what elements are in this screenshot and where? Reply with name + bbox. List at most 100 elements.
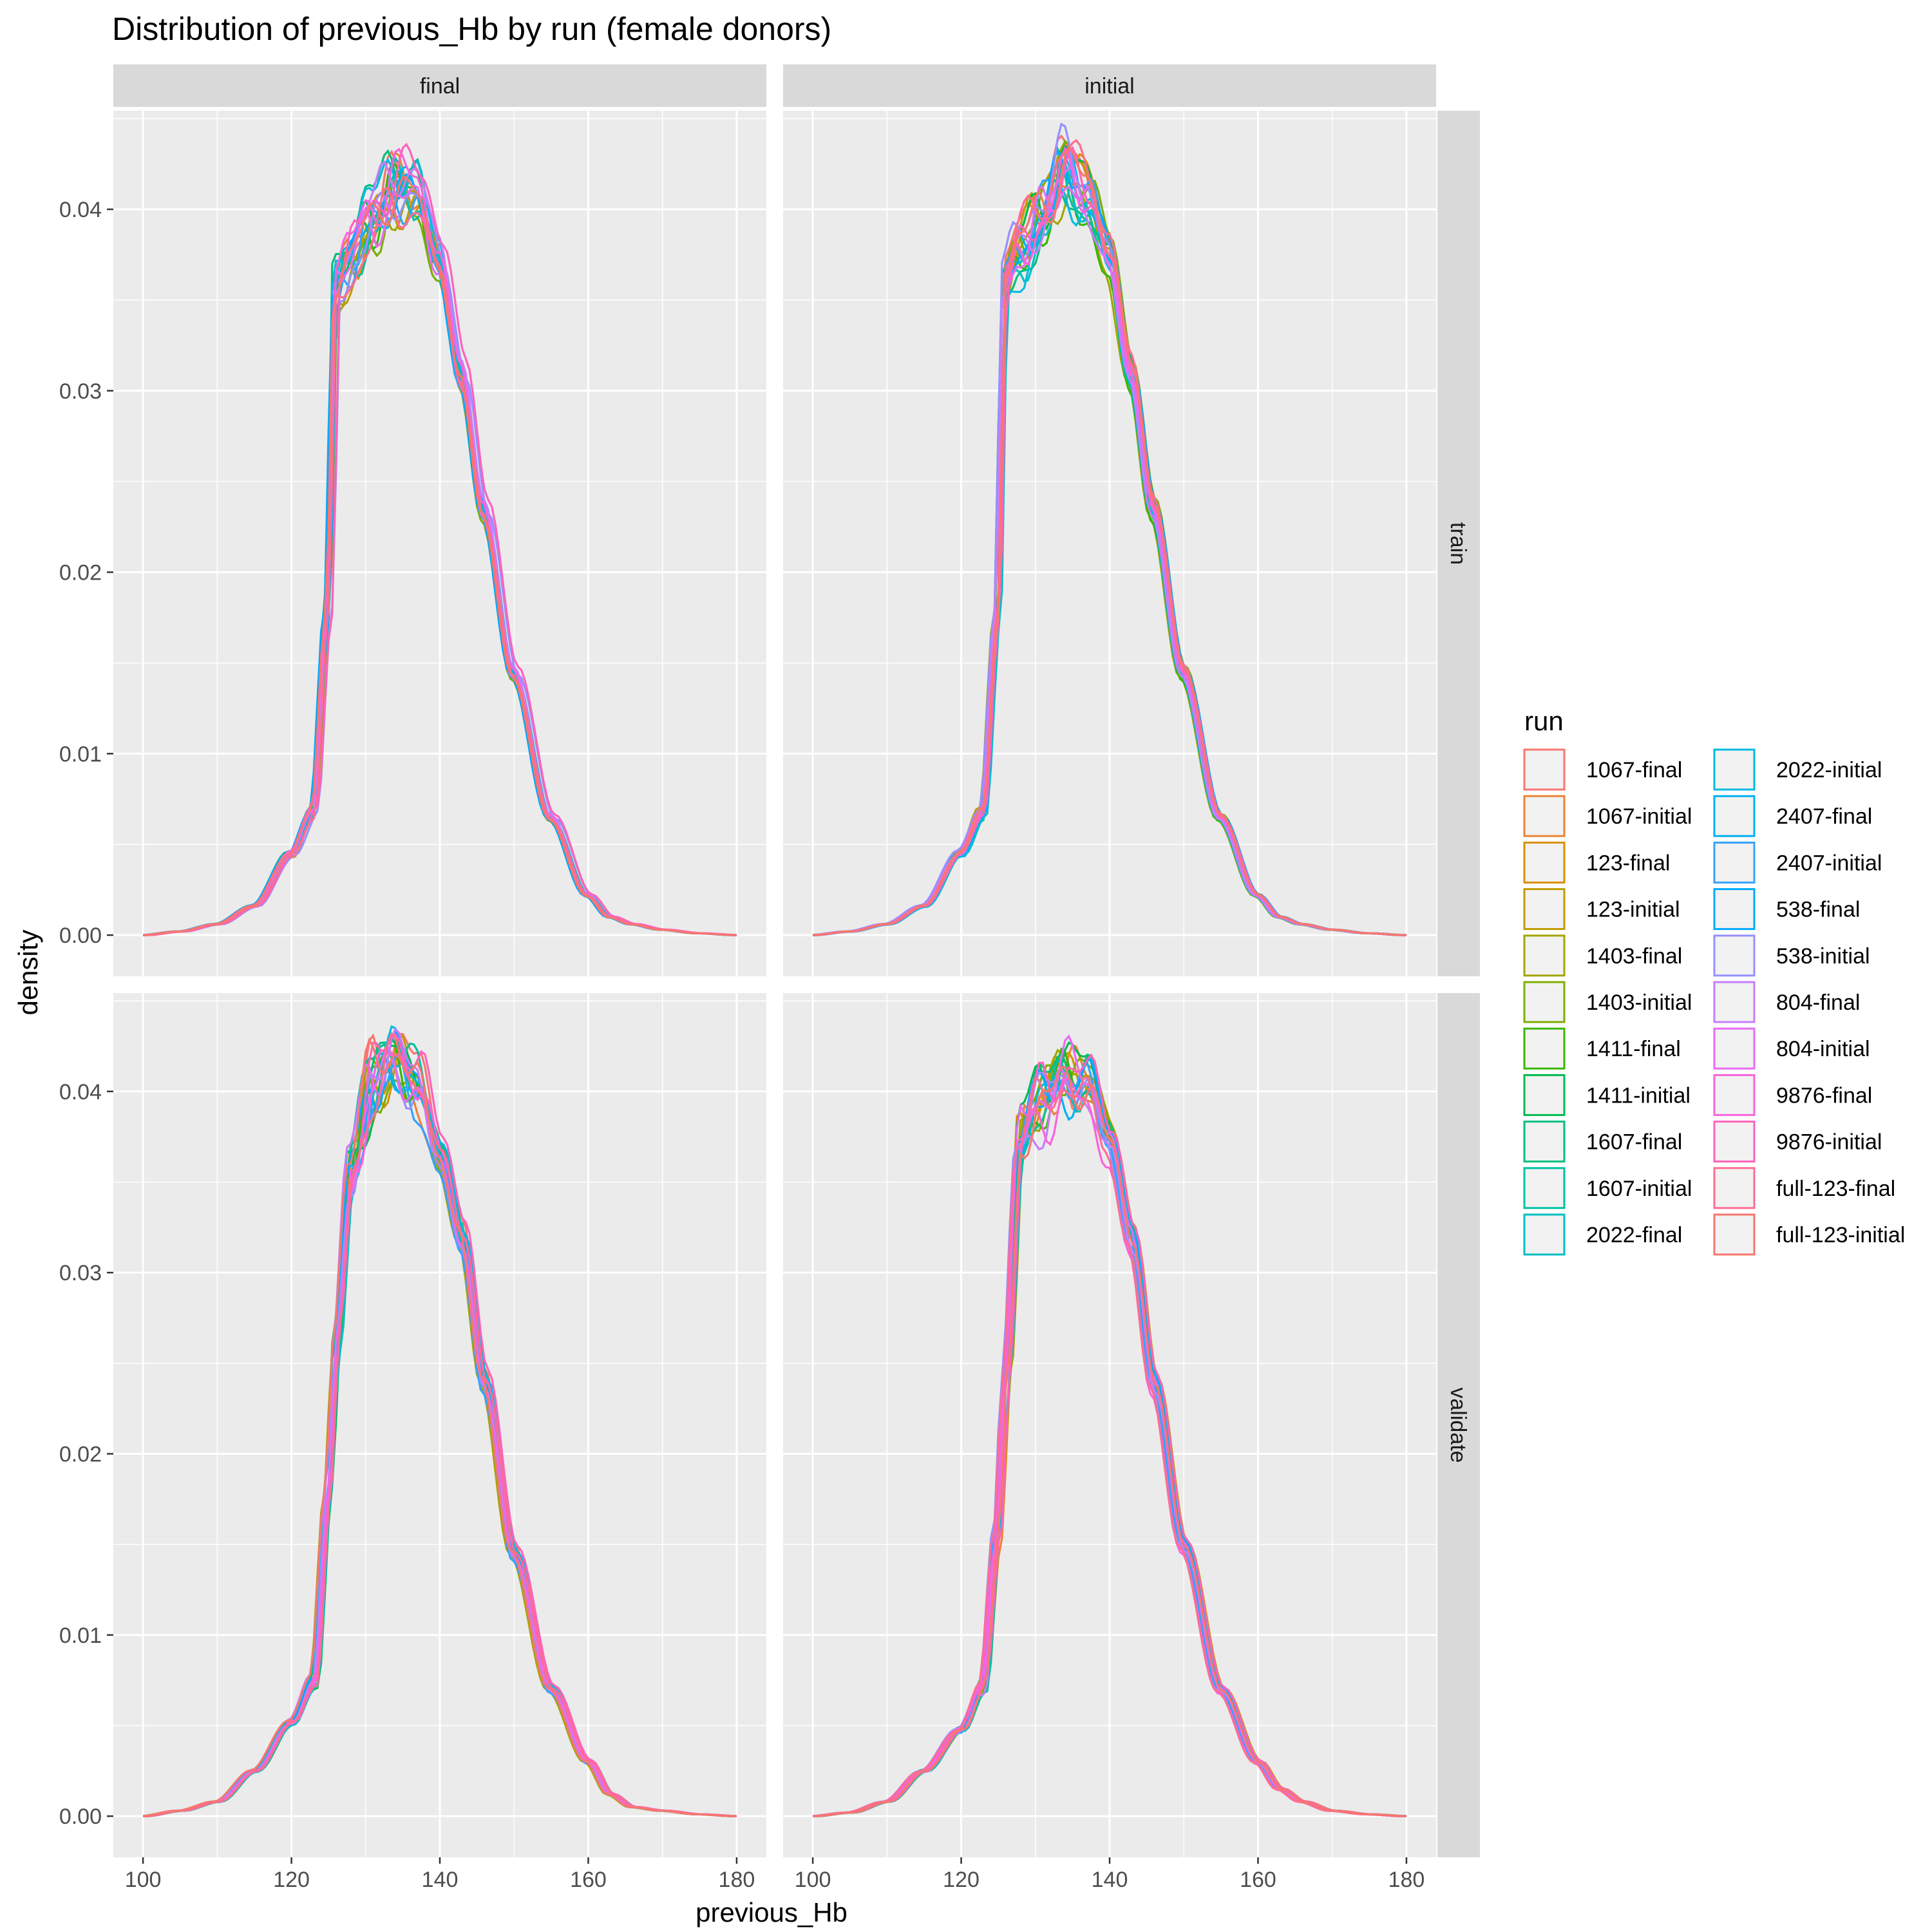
panel-final-validate <box>113 993 766 1857</box>
legend-label: 1607-final <box>1586 1130 1682 1155</box>
legend-key <box>1713 748 1756 791</box>
x-axis-title: previous_Hb <box>696 1897 848 1927</box>
legend-item-2022-initial: 2022-initial <box>1713 748 1882 791</box>
legend-key <box>1523 1027 1566 1070</box>
legend-item-2407-final: 2407-final <box>1713 795 1872 837</box>
legend-label: 2407-final <box>1776 804 1872 829</box>
x-tick-label: 100 <box>795 1868 831 1892</box>
legend-key <box>1713 981 1756 1023</box>
legend-label: 804-initial <box>1776 1037 1870 1061</box>
x-tick-label: 160 <box>1240 1868 1276 1892</box>
legend-label: 123-final <box>1586 851 1670 875</box>
legend-item-9876-final: 9876-final <box>1713 1074 1872 1116</box>
legend-item-538-initial: 538-initial <box>1713 934 1870 977</box>
legend-key <box>1713 934 1756 977</box>
strip-validate <box>1437 993 1480 1857</box>
legend-item-1411-final: 1411-final <box>1523 1027 1681 1070</box>
legend-title: run <box>1524 706 1564 736</box>
x-tick-label: 180 <box>1388 1868 1425 1892</box>
legend-key <box>1713 1027 1756 1070</box>
chart-title: Distribution of previous_Hb by run (fema… <box>112 11 831 47</box>
legend-key <box>1523 888 1566 931</box>
density-line-full-123-initial <box>142 1037 737 1817</box>
y-tick-label: 0.03 <box>59 1261 102 1285</box>
strip-train <box>1437 111 1480 976</box>
legend-label: 538-final <box>1776 898 1860 922</box>
legend-label: 1411-initial <box>1586 1083 1690 1108</box>
strip-label-final: final <box>420 74 460 99</box>
y-tick-label: 0.02 <box>59 1442 102 1466</box>
legend-label: 1411-final <box>1586 1037 1681 1061</box>
panel-final-train <box>113 111 766 976</box>
density-line-full-123-initial <box>813 146 1406 936</box>
legend-label: 2022-final <box>1586 1223 1682 1247</box>
y-axis-title: density <box>13 929 43 1015</box>
y-tick-label: 0.04 <box>59 1080 102 1104</box>
y-tick-label: 0.00 <box>59 1804 102 1829</box>
y-tick-label: 0.01 <box>59 742 102 766</box>
x-tick-label: 160 <box>570 1868 607 1892</box>
legend-key <box>1523 841 1566 884</box>
legend-key <box>1523 1213 1566 1256</box>
legend-label: 123-initial <box>1586 898 1680 922</box>
strip-label-validate: validate <box>1446 1387 1470 1463</box>
y-axis: 0.00 0.01 0.02 0.03 0.04 0.00 0.01 0.02 0.03 0.04 <box>59 198 113 1829</box>
density-line-full-123-final <box>812 1075 1406 1817</box>
legend-key <box>1523 1074 1566 1116</box>
legend-key <box>1523 748 1566 791</box>
legend-label: 1403-final <box>1586 944 1682 969</box>
strip-label-train: train <box>1446 522 1470 565</box>
density-line-full-123-initial <box>142 176 737 936</box>
legend-item-804-initial: 804-initial <box>1713 1027 1870 1070</box>
legend-key <box>1713 888 1756 931</box>
strip-initial <box>783 64 1436 107</box>
legend-label: 1607-initial <box>1586 1177 1692 1201</box>
legend-item-1403-final: 1403-final <box>1523 934 1682 977</box>
legend-key <box>1713 1121 1756 1163</box>
x-tick-label: 100 <box>125 1868 162 1892</box>
legend-label: 1067-final <box>1586 758 1682 782</box>
panel-initial-train <box>783 111 1436 976</box>
legend-item-804-final: 804-final <box>1713 981 1860 1023</box>
legend-item-1067-final: 1067-final <box>1523 748 1682 791</box>
x-tick-label: 180 <box>719 1868 755 1892</box>
legend-label: 1067-initial <box>1586 804 1692 829</box>
legend-label: 538-initial <box>1776 944 1870 969</box>
x-tick-label: 140 <box>1092 1868 1128 1892</box>
strip-label-initial: initial <box>1084 74 1134 99</box>
legend-label: 1403-initial <box>1586 990 1692 1015</box>
legend-item-2407-initial: 2407-initial <box>1713 841 1882 884</box>
legend-item-1607-initial: 1607-initial <box>1523 1167 1692 1209</box>
y-tick-label: 0.04 <box>59 198 102 222</box>
legend-key <box>1713 795 1756 837</box>
strip-final <box>113 64 766 107</box>
legend-item-1403-initial: 1403-initial <box>1523 981 1692 1023</box>
legend-item-123-initial: 123-initial <box>1523 888 1680 931</box>
legend-label: 9876-initial <box>1776 1130 1882 1155</box>
legend-item-123-final: 123-final <box>1523 841 1670 884</box>
legend-key <box>1523 934 1566 977</box>
legend-item-1411-initial: 1411-initial <box>1523 1074 1690 1116</box>
legend-item-1607-final: 1607-final <box>1523 1121 1682 1163</box>
y-tick-label: 0.00 <box>59 923 102 948</box>
y-tick-label: 0.01 <box>59 1624 102 1648</box>
legend: run 1067-final 1067-initial 123-final 123-i… <box>1523 706 1905 1256</box>
legend-key <box>1523 795 1566 837</box>
x-tick-label: 120 <box>943 1868 980 1892</box>
legend-key <box>1713 841 1756 884</box>
panel-initial-validate <box>783 993 1436 1857</box>
x-tick-label: 120 <box>273 1868 310 1892</box>
legend-key <box>1523 981 1566 1023</box>
legend-item-full-123-final: full-123-final <box>1713 1167 1895 1209</box>
y-tick-label: 0.03 <box>59 379 102 404</box>
legend-label: full-123-initial <box>1776 1223 1905 1247</box>
legend-key <box>1713 1213 1756 1256</box>
legend-item-538-final: 538-final <box>1713 888 1860 931</box>
legend-key <box>1713 1074 1756 1116</box>
x-axis: 100 120 140 160 180 100 120 140 160 180 <box>125 1857 1425 1892</box>
density-line-full-123-initial <box>813 1065 1406 1817</box>
legend-label: 804-final <box>1776 990 1860 1015</box>
y-tick-label: 0.02 <box>59 561 102 585</box>
legend-item-9876-initial: 9876-initial <box>1713 1121 1882 1163</box>
legend-item-full-123-initial: full-123-initial <box>1713 1213 1905 1256</box>
